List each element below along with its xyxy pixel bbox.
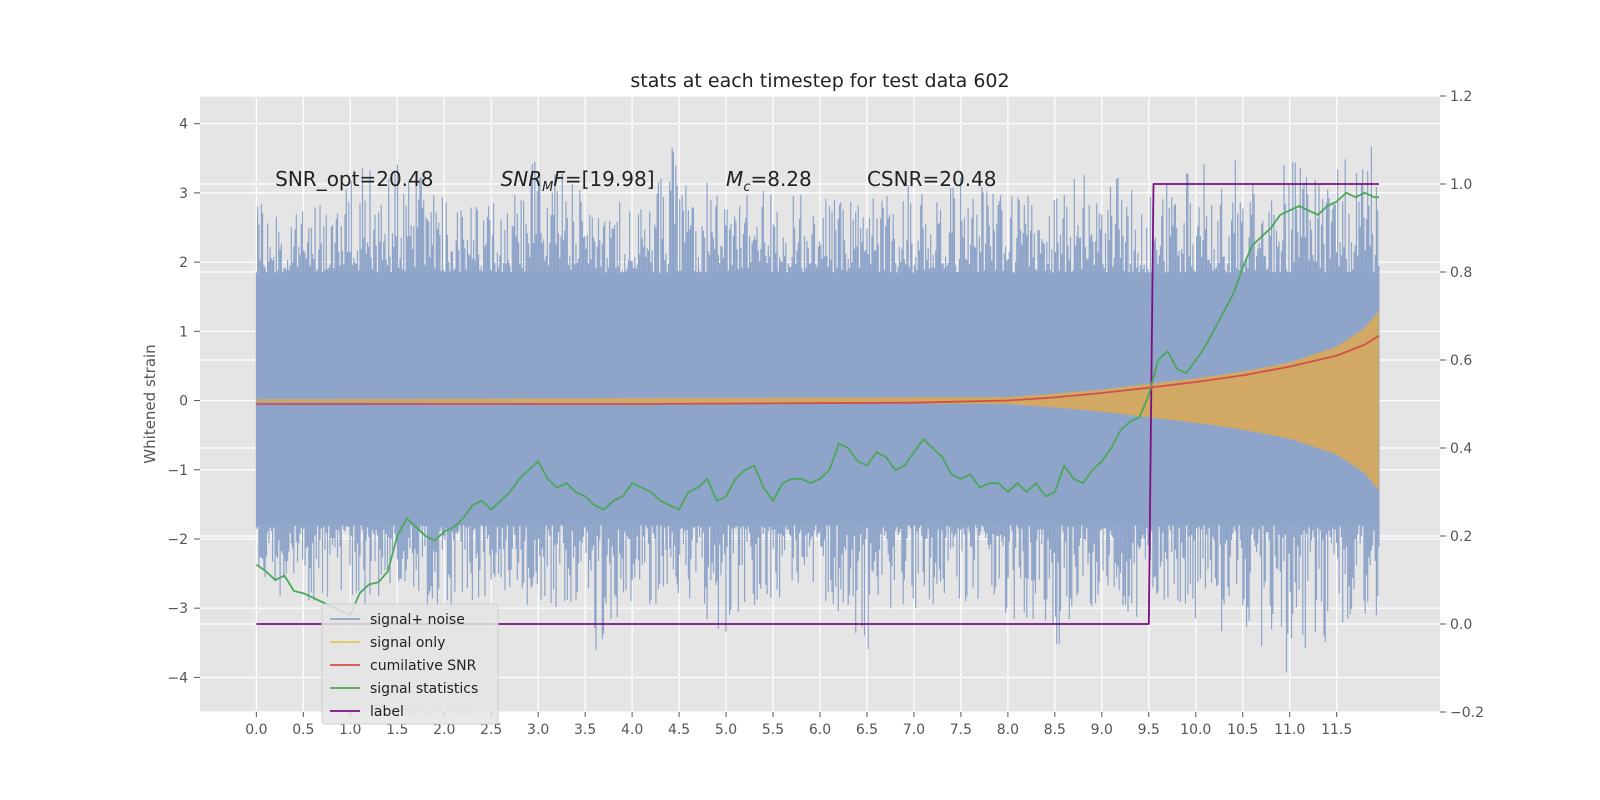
legend-label-4: label [370, 704, 404, 720]
y-tick-label-5: 1 [179, 324, 188, 340]
x-tick-label-14: 7.0 [903, 722, 925, 738]
y-axis-right: −0.2 0.0 0.2 0.4 0.6 0.8 1.0 1.2 [1440, 89, 1484, 721]
line-series [255, 183, 1380, 625]
x-axis: 0.0 0.5 1.0 1.5 2.0 2.5 3.0 3.5 4.0 4.5 5.0 5.5 6.0 6… [245, 712, 1352, 738]
x-tick-label-6: 3.0 [527, 722, 549, 738]
legend-box [321, 603, 499, 725]
x-tick-label-21: 10.5 [1227, 722, 1258, 738]
x-tick-label-2: 1.0 [339, 722, 361, 738]
x-tick-label-10: 5.0 [715, 722, 737, 738]
x-tick-label-3: 1.5 [386, 722, 408, 738]
y-axis-label: Whitened strain [141, 344, 159, 463]
x-tick-label-20: 10.0 [1180, 722, 1211, 738]
annotation-snr-mf: SNRMF=[19.98] [501, 167, 655, 195]
legend-label-1: signal only [370, 635, 445, 651]
x-tick-label-17: 8.5 [1044, 722, 1066, 738]
y-tick-label-1: −3 [167, 601, 188, 617]
annotation-snr-opt: SNR_opt=20.48 [275, 167, 433, 191]
cumilative-snr-line [256, 335, 1380, 405]
x-tick-label-12: 6.0 [809, 722, 831, 738]
y-tick-label-2: −2 [167, 532, 188, 548]
label-line [256, 183, 1379, 625]
x-tick-label-15: 7.5 [950, 722, 972, 738]
legend-label-0: signal+ noise [370, 612, 465, 628]
x-tick-label-0: 0.0 [245, 722, 267, 738]
y2-tick-label-3: 0.4 [1450, 441, 1472, 457]
x-tick-label-1: 0.5 [292, 722, 314, 738]
annotation-csnr: CSNR=20.48 [867, 167, 997, 191]
x-tick-label-18: 9.0 [1091, 722, 1113, 738]
signal-only-envelope [256, 310, 1379, 491]
y-axis-left: −4 −3 −2 −1 0 1 2 3 4 [167, 117, 200, 686]
x-tick-label-22: 11.0 [1274, 722, 1305, 738]
y2-tick-label-2: 0.2 [1450, 529, 1472, 545]
x-tick-label-7: 3.5 [574, 722, 596, 738]
annotations: SNR_opt=20.48 SNRMF=[19.98] Mc=8.28 CSNR=20… [275, 167, 996, 195]
y-tick-label-6: 2 [179, 255, 188, 271]
y-tick-label-3: −1 [167, 463, 188, 479]
y-tick-label-7: 3 [179, 186, 188, 202]
y2-tick-label-1: 0.0 [1450, 617, 1472, 633]
y2-tick-label-6: 1.0 [1450, 177, 1472, 193]
signal-only-series [256, 310, 1379, 491]
x-tick-label-13: 6.5 [856, 722, 878, 738]
y-tick-label-8: 4 [179, 117, 188, 133]
chart-title: stats at each timestep for test data 602 [630, 70, 1009, 92]
y2-tick-label-7: 1.2 [1450, 89, 1472, 105]
y2-tick-label-4: 0.6 [1450, 353, 1472, 369]
signal-statistics-line [255, 191, 1379, 617]
x-tick-label-4: 2.0 [433, 722, 455, 738]
x-tick-label-19: 9.5 [1138, 722, 1160, 738]
x-tick-label-9: 4.5 [668, 722, 690, 738]
y-tick-label-4: 0 [179, 394, 188, 410]
y2-tick-label-5: 0.8 [1450, 265, 1472, 281]
x-tick-label-5: 2.5 [480, 722, 502, 738]
annotation-mc: Mc=8.28 [726, 167, 812, 195]
x-tick-label-16: 8.0 [997, 722, 1019, 738]
x-tick-label-11: 5.5 [762, 722, 784, 738]
y-tick-label-0: −4 [167, 670, 188, 686]
legend-label-3: signal statistics [370, 681, 478, 697]
legend-label-2: cumilative SNR [370, 658, 477, 674]
x-tick-label-23: 11.5 [1321, 722, 1352, 738]
x-tick-label-8: 4.0 [621, 722, 643, 738]
y2-tick-label-0: −0.2 [1450, 705, 1484, 721]
